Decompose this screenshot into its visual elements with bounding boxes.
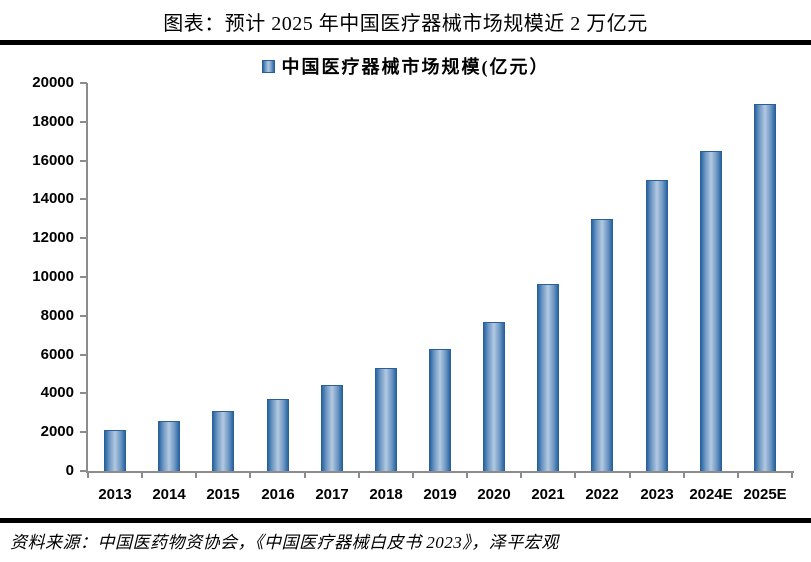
bar-2025E	[754, 104, 776, 471]
bar-2015	[212, 411, 234, 471]
y-tick-label-2000: 2000	[40, 423, 74, 441]
x-tick-label-2018: 2018	[369, 486, 403, 503]
y-axis-tick	[80, 392, 87, 395]
x-tick-label-2020: 2020	[477, 486, 511, 503]
x-tick-label-2019: 2019	[423, 486, 457, 503]
y-axis-tick	[80, 431, 87, 434]
y-axis-line	[86, 83, 88, 473]
y-tick-label-16000: 16000	[32, 151, 74, 169]
x-tick-label-2014: 2014	[152, 486, 186, 503]
bottom-divider	[0, 518, 811, 523]
x-tick-label-2017: 2017	[315, 486, 349, 503]
x-axis-tick	[628, 473, 631, 478]
y-tick-label-0: 0	[65, 462, 74, 479]
legend-label: 中国医疗器械市场规模(亿元）	[281, 57, 550, 77]
y-tick-label-8000: 8000	[40, 306, 74, 324]
x-axis-tick	[87, 473, 89, 478]
x-axis-tick	[411, 473, 414, 478]
bar-2022	[591, 219, 613, 471]
x-tick-label-2023: 2023	[640, 486, 674, 503]
y-axis-tick	[80, 353, 87, 356]
bar-2016	[267, 399, 289, 471]
bar-2018	[375, 368, 397, 471]
y-tick-label-12000: 12000	[32, 229, 74, 247]
x-tick-label-2024E: 2024E	[689, 486, 733, 503]
x-axis-tick	[736, 473, 739, 478]
y-axis-tick	[80, 276, 87, 278]
bar-2013	[104, 430, 126, 471]
x-axis-tick	[357, 473, 360, 478]
x-tick-label-2022: 2022	[585, 486, 619, 503]
source-note: 资料来源：中国医药物资协会，《中国医疗器械白皮书 2023》，泽平宏观	[10, 533, 559, 552]
x-axis-tick	[682, 473, 685, 478]
legend-swatch-icon	[261, 59, 275, 73]
x-axis-tick	[195, 473, 198, 478]
y-tick-label-14000: 14000	[32, 190, 74, 208]
x-tick-label-2016: 2016	[261, 486, 295, 503]
x-axis-line	[86, 471, 794, 473]
y-tick-label-6000: 6000	[40, 345, 74, 363]
y-tick-label-18000: 18000	[32, 112, 74, 130]
bar-2019	[429, 349, 451, 471]
x-tick-label-2025E: 2025E	[743, 486, 787, 503]
bar-2023	[646, 180, 668, 471]
x-axis-tick	[303, 473, 306, 478]
y-tick-label-10000: 10000	[32, 268, 74, 285]
legend: 中国医疗器械市场规模(亿元）	[0, 55, 811, 77]
x-axis-tick	[466, 473, 469, 478]
y-axis-tick	[80, 82, 87, 84]
x-axis-tick	[520, 473, 523, 478]
bar-2014	[158, 421, 180, 471]
x-tick-label-2013: 2013	[98, 486, 132, 503]
bar-2024E	[700, 151, 722, 471]
y-axis-tick	[80, 237, 87, 240]
bar-2020	[483, 322, 505, 471]
bar-2017	[321, 385, 343, 471]
x-axis-tick	[791, 473, 793, 478]
bar-2021	[537, 284, 559, 471]
x-tick-label-2015: 2015	[206, 486, 240, 503]
x-axis-tick	[141, 473, 144, 478]
y-axis-tick	[80, 159, 87, 162]
x-axis-tick	[574, 473, 577, 478]
chart-title: 图表：预计 2025 年中国医疗器械市场规模近 2 万亿元	[163, 13, 648, 35]
x-tick-label-2021: 2021	[531, 486, 565, 503]
y-axis-tick	[80, 470, 87, 472]
y-axis-tick	[80, 314, 87, 317]
top-divider	[0, 40, 811, 45]
y-tick-label-4000: 4000	[40, 384, 74, 402]
y-axis-tick	[80, 198, 87, 201]
x-axis-tick	[249, 473, 252, 478]
y-axis-tick	[80, 120, 87, 123]
y-tick-label-20000: 20000	[32, 74, 74, 91]
